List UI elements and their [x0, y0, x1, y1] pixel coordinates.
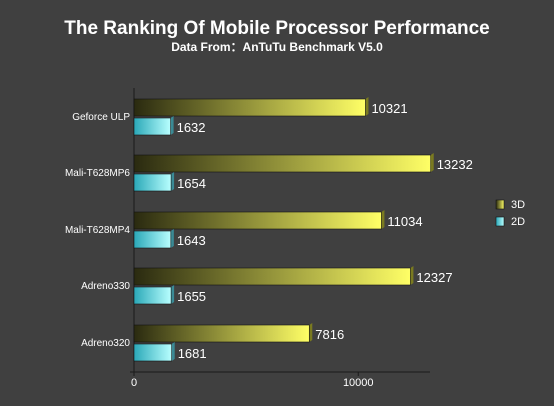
bar-side-2D-0	[170, 116, 174, 135]
category-label-0: Geforce ULP	[72, 112, 130, 123]
bar-3D-2	[133, 211, 382, 230]
chart-subtitle: Data From：AnTuTu Benchmark V5.0	[171, 40, 383, 54]
bar-side-3D-0	[365, 97, 369, 116]
bar-3D-1	[133, 154, 432, 173]
bar-3D-0	[133, 98, 366, 117]
data-label-3D-4: 7816	[315, 327, 344, 342]
bar-side-2D-1	[171, 172, 175, 191]
bar-side-2D-3	[171, 285, 175, 304]
bar-side-2D-2	[170, 229, 174, 248]
legend-label-3D: 3D	[511, 199, 525, 211]
x-tick-label-1: 10000	[343, 377, 374, 389]
bar-2D-3	[133, 286, 172, 305]
data-label-2D-2: 1643	[177, 233, 206, 248]
category-label-2: Mali-T628MP4	[65, 225, 130, 236]
category-label-4: Adreno320	[81, 338, 130, 349]
data-label-2D-0: 1632	[177, 120, 206, 135]
bar-side-3D-3	[410, 266, 414, 285]
bar-2D-1	[133, 173, 172, 192]
bar-side-3D-2	[381, 210, 385, 229]
bar-2D-4	[133, 343, 172, 362]
data-label-3D-3: 12327	[416, 270, 452, 285]
legend-swatch-3D	[495, 199, 505, 210]
data-label-2D-1: 1654	[177, 176, 206, 191]
bar-3D-4	[133, 324, 310, 343]
category-label-1: Mali-T628MP6	[65, 168, 130, 179]
legend-swatch-2D	[495, 216, 505, 227]
chart-title: The Ranking Of Mobile Processor Performa…	[64, 18, 490, 39]
bar-side-2D-4	[171, 342, 175, 361]
data-label-3D-1: 13232	[437, 157, 473, 172]
data-label-2D-3: 1655	[177, 289, 206, 304]
legend-label-2D: 2D	[511, 216, 525, 228]
data-label-3D-0: 10321	[371, 101, 407, 116]
bar-2D-0	[133, 117, 171, 136]
x-tick-label-0: 0	[131, 377, 137, 389]
bar-3D-3	[133, 267, 411, 286]
data-label-2D-4: 1681	[178, 346, 207, 361]
bar-side-3D-1	[430, 153, 434, 172]
category-label-3: Adreno330	[81, 281, 130, 292]
bar-side-3D-4	[309, 323, 313, 342]
bar-2D-2	[133, 230, 172, 249]
data-label-3D-2: 11034	[387, 214, 422, 229]
